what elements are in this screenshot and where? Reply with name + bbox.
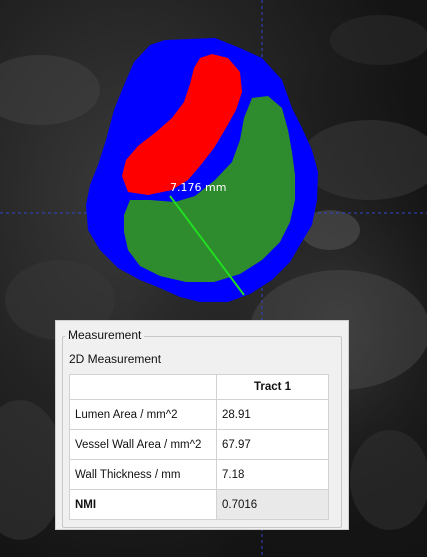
cell-nmi-value[interactable]: 0.7016 bbox=[216, 489, 329, 520]
table-header-row: Tract 1 bbox=[69, 374, 329, 400]
measurement-subtitle: 2D Measurement bbox=[69, 352, 162, 366]
table-row[interactable]: NMI 0.7016 bbox=[69, 489, 329, 520]
measurement-results-table[interactable]: Tract 1 Lumen Area / mm^2 28.91 Vessel W… bbox=[69, 374, 329, 520]
table-row[interactable]: Vessel Wall Area / mm^2 67.97 bbox=[69, 429, 329, 460]
thickness-measurement-line bbox=[169, 195, 245, 296]
measurement-panel: Measurement 2D Measurement Tract 1 Lumen… bbox=[55, 320, 349, 530]
cell-lumen-area-value[interactable]: 28.91 bbox=[216, 399, 329, 430]
measurement-group-title: Measurement bbox=[65, 328, 145, 342]
measurement-group-box bbox=[62, 336, 342, 528]
row-label-lumen-area: Lumen Area / mm^2 bbox=[69, 399, 217, 430]
row-label-vessel-wall-area: Vessel Wall Area / mm^2 bbox=[69, 429, 217, 460]
cell-wall-thickness-value[interactable]: 7.18 bbox=[216, 459, 329, 490]
measurement-line-label: 7.176 mm bbox=[170, 181, 227, 194]
lumen-region bbox=[122, 54, 242, 195]
column-header-tract-1[interactable]: Tract 1 bbox=[216, 374, 329, 400]
table-row[interactable]: Lumen Area / mm^2 28.91 bbox=[69, 399, 329, 430]
table-row[interactable]: Wall Thickness / mm 7.18 bbox=[69, 459, 329, 490]
plaque-region bbox=[124, 96, 295, 282]
row-label-wall-thickness: Wall Thickness / mm bbox=[69, 459, 217, 490]
table-corner-cell bbox=[69, 374, 217, 400]
row-label-nmi: NMI bbox=[69, 489, 217, 520]
cell-vessel-wall-area-value[interactable]: 67.97 bbox=[216, 429, 329, 460]
